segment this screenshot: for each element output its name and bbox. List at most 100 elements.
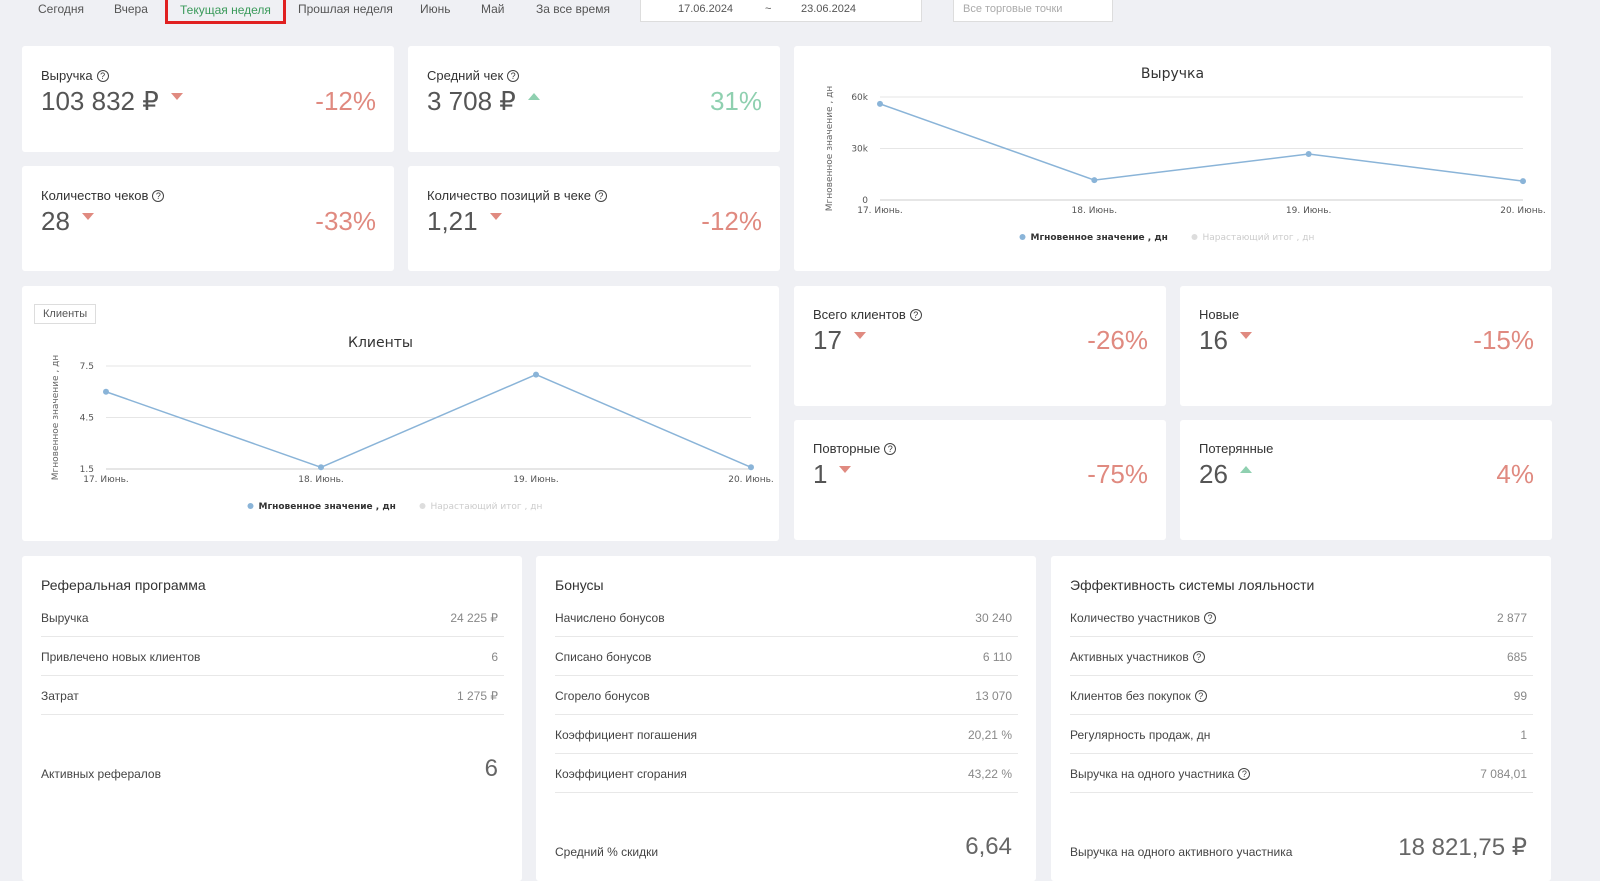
kpi-label: Повторные? (813, 441, 897, 456)
y-tick-label: 7.5 (80, 362, 94, 372)
tab[interactable]: Май (481, 2, 505, 16)
y-tick-label: 60k (851, 93, 868, 103)
x-tick-label: 18. Июнь. (298, 475, 344, 485)
row-label: Клиентов без покупок? (1070, 689, 1207, 703)
point (1091, 177, 1098, 184)
row-separator (41, 675, 504, 676)
row-label: Регулярность продаж, дн (1070, 728, 1211, 742)
row-separator (555, 714, 1018, 715)
store-select[interactable]: Все торговые точки (953, 0, 1113, 22)
date-separator: ~ (765, 3, 772, 15)
legend-entry: Нарастающий итог , дн (431, 502, 543, 512)
legend-marker (1191, 234, 1198, 240)
help-icon[interactable]: ? (507, 70, 520, 82)
row-value: 2 877 (1496, 611, 1527, 625)
kpi-label: Выручка? (41, 68, 109, 83)
line (105, 373, 752, 469)
row-value: 7 084,01 (1480, 767, 1527, 781)
kpi-value: 26 (1199, 459, 1252, 490)
kpi-change: -26% (1087, 325, 1148, 355)
tab[interactable]: Июнь (420, 2, 451, 16)
kpi-card: Выручка? 103 832 ₽ -12% (22, 46, 394, 152)
point (1305, 150, 1312, 157)
kpi-change: -33% (315, 206, 376, 236)
table-title: Эффективность системы лояльности (1070, 577, 1315, 593)
date-range[interactable]: 17.06.2024 ~23.06.2024 (640, 0, 922, 22)
kpi-label: Количество позиций в чеке? (427, 188, 607, 203)
help-icon[interactable]: ? (96, 70, 109, 82)
kpi-card: Потерянные 26 4% (1180, 420, 1552, 540)
kpi-value: 1 (813, 459, 852, 490)
chart: Выручка Мгновенное значение , дн 0 30k 60k 17… (825, 66, 1546, 243)
legend-marker (1019, 234, 1026, 240)
row-value: 30 240 (975, 611, 1012, 625)
row-separator (1070, 675, 1533, 676)
x-tick-label: 19. Июнь. (513, 475, 559, 485)
row-separator (1070, 636, 1533, 637)
y-axis-label: Мгновенное значение , дн (51, 355, 61, 481)
kpi-card: Количество позиций в чеке? 1,21 -12% (408, 166, 780, 271)
kpi-card: Всего клиентов? 17 -26% (794, 286, 1166, 406)
row-value: 43,22 % (967, 767, 1012, 781)
y-tick-label: 30k (851, 145, 868, 155)
row-label: Количество участников? (1070, 611, 1216, 625)
help-icon[interactable]: ? (1203, 612, 1216, 624)
help-icon[interactable]: ? (884, 443, 897, 455)
date-from: 17.06.2024 (678, 3, 734, 15)
help-icon[interactable]: ? (909, 309, 922, 321)
row-value: 685 (1506, 650, 1527, 664)
kpi-change: -12% (315, 86, 376, 116)
kpi-value: 28 (41, 206, 94, 237)
x-tick-label: 17. Июнь. (857, 206, 903, 216)
help-icon[interactable]: ? (594, 190, 607, 202)
legend-entry: Нарастающий итог , дн (1203, 233, 1315, 243)
help-icon[interactable]: ? (1238, 768, 1251, 780)
kpi-label: Потерянные (1199, 441, 1274, 456)
row-label: Выручка на одного участника? (1070, 767, 1251, 781)
row-label: Активных участников? (1070, 650, 1205, 664)
tab[interactable]: Сегодня (38, 2, 84, 16)
x-tick-label: 19. Июнь. (1286, 206, 1332, 216)
big-value: 18 821,75 ₽ (1398, 834, 1527, 861)
kpi-label: Новые (1199, 307, 1240, 322)
table-card: Реферальная программа Выручка 24 225 ₽ Прив… (22, 556, 522, 881)
legend-entry: Мгновенное значение , дн (1031, 233, 1168, 243)
kpi-card: Средний чек? 3 708 ₽ 31% (408, 46, 780, 152)
chart-dropdown[interactable]: Клиенты (34, 304, 97, 324)
row-separator (555, 753, 1018, 754)
tab[interactable]: Вчера (114, 2, 148, 16)
legend-marker (419, 503, 426, 509)
trend-arrow (1239, 466, 1252, 473)
x-tick-label: 18. Июнь. (1072, 206, 1118, 216)
row-label: Выручка (41, 611, 89, 625)
point (1520, 178, 1526, 185)
trend-arrow (489, 213, 502, 220)
kpi-change: 31% (709, 86, 762, 116)
trend-arrow (170, 93, 183, 100)
row-label: Привлечено новых клиентов (41, 650, 201, 664)
kpi-change: -75% (1087, 459, 1148, 489)
table-card: Бонусы Начислено бонусов 30 240 Списано бон… (536, 556, 1036, 881)
point (877, 100, 883, 107)
kpi-card: Новые 16 -15% (1180, 286, 1552, 406)
row-label: Коэффициент сгорания (555, 767, 687, 781)
row-value: 20,21 % (967, 728, 1012, 742)
y-axis-label: Мгновенное значение , дн (825, 86, 835, 212)
row-separator (1070, 753, 1533, 754)
tab[interactable]: Прошлая неделя (298, 2, 393, 16)
trend-arrow (853, 332, 866, 339)
help-icon[interactable]: ? (1194, 690, 1207, 702)
row-value: 1 275 ₽ (457, 689, 498, 703)
kpi-value: 16 (1199, 325, 1252, 356)
kpi-label: Средний чек? (427, 68, 520, 83)
tab[interactable]: Текущая неделя (165, 0, 286, 24)
help-icon[interactable]: ? (1192, 651, 1205, 663)
kpi-value: 3 708 ₽ (427, 86, 540, 117)
help-icon[interactable]: ? (152, 190, 165, 202)
tab[interactable]: За все время (536, 2, 610, 16)
y-tick-label: 4.5 (80, 414, 94, 424)
chart-title: Выручка (1141, 66, 1204, 82)
store-select-text: Все торговые точки (963, 3, 1063, 15)
row-separator (555, 675, 1018, 676)
